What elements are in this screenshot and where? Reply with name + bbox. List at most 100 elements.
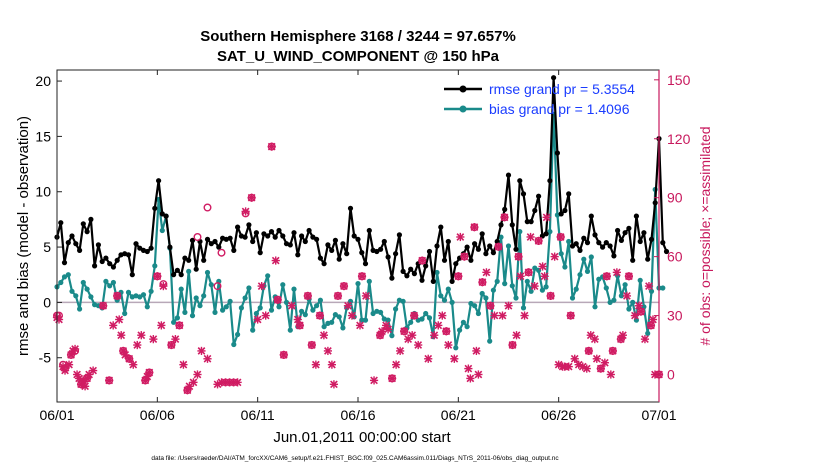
bias-point <box>265 273 271 279</box>
bias-point <box>378 309 384 315</box>
obs-assimilated-marker <box>454 272 463 281</box>
obs-assimilated-marker <box>159 281 168 291</box>
bias-point <box>283 299 290 305</box>
bias-point <box>299 308 305 314</box>
bias-point <box>453 345 459 351</box>
rmse-point <box>633 213 640 219</box>
bias-point <box>189 313 196 319</box>
rmse-point <box>133 241 139 247</box>
rmse-point <box>509 222 515 228</box>
bias-point <box>103 278 109 284</box>
obs-assimilated-marker <box>247 193 256 202</box>
obs-possible-marker <box>217 248 226 257</box>
bias-point <box>460 319 466 325</box>
bias-point <box>242 295 248 301</box>
obs-assimilated-marker <box>538 262 547 271</box>
obs-assimilated-marker <box>125 354 134 363</box>
bias-point <box>569 295 576 301</box>
plot-area <box>57 70 659 402</box>
obs-assimilated-marker <box>526 232 535 242</box>
bias-point <box>393 306 399 312</box>
obs-assimilated-marker <box>355 321 365 330</box>
bias-point <box>588 254 594 260</box>
rmse-point <box>193 266 199 272</box>
rmse-point <box>182 255 188 261</box>
y2-tick-label: 90 <box>667 190 683 206</box>
bias-point <box>449 299 455 305</box>
obs-possible-marker <box>203 203 212 212</box>
bias-point <box>220 307 226 313</box>
rmse-point <box>411 271 417 277</box>
bias-point <box>490 287 496 293</box>
rmse-point <box>110 264 116 270</box>
obs-assimilated-marker <box>333 291 343 301</box>
rmse-point <box>396 232 402 238</box>
obs-assimilated-marker <box>60 366 70 375</box>
bias-point <box>268 307 275 313</box>
rmse-point <box>547 178 553 184</box>
rmse-point <box>95 242 101 248</box>
obs-assimilated-marker <box>64 360 74 369</box>
obs-assimilated-marker <box>590 335 599 344</box>
obs-assimilated-marker <box>271 256 280 265</box>
rmse-point <box>163 213 169 219</box>
y-tick-label: 20 <box>35 73 51 89</box>
rmse-point <box>490 250 496 256</box>
bias-point <box>423 310 429 317</box>
obs-assimilated-marker <box>478 278 487 287</box>
bias-point <box>487 338 493 344</box>
bias-point <box>362 317 369 323</box>
obs-assimilated-marker <box>570 354 579 363</box>
rmse-point <box>231 247 237 253</box>
rmse-point <box>611 253 617 259</box>
obs-assimilated-marker <box>636 307 646 316</box>
obs-assimilated-marker <box>129 360 138 369</box>
bias-point <box>596 276 602 282</box>
y-axis-label: rmse and bias (model - observation) <box>15 116 32 356</box>
rmse-point <box>77 247 83 253</box>
bias-point <box>152 263 158 269</box>
bias-point <box>110 279 116 286</box>
rmse-point <box>178 272 184 278</box>
rmse-point <box>152 205 158 211</box>
bias-point <box>385 317 391 323</box>
rmse-point <box>423 263 429 269</box>
rmse-point <box>449 278 455 284</box>
obs-assimilated-marker <box>474 370 483 379</box>
obs-assimilated-marker <box>323 346 332 356</box>
obs-assimilated-marker <box>520 311 529 320</box>
rmse-point <box>505 172 512 178</box>
rmse-point <box>479 231 485 237</box>
rmse-point <box>400 268 406 274</box>
y2-tick-label: 0 <box>667 366 675 382</box>
rmse-point <box>306 227 312 234</box>
bias-point <box>310 307 316 313</box>
bias-point <box>528 288 534 294</box>
bias-point <box>408 319 414 325</box>
bias-point <box>566 238 572 245</box>
y2-tick-label: 30 <box>667 308 683 324</box>
bias-point <box>140 292 147 298</box>
obs-assimilated-marker <box>622 291 631 301</box>
bias-point <box>280 282 286 288</box>
bias-point <box>107 283 113 289</box>
obs-assimilated-marker <box>470 223 479 232</box>
obs-assimilated-marker <box>203 354 212 363</box>
rmse-point <box>99 258 105 265</box>
obs-assimilated-marker <box>418 256 427 265</box>
rmse-point <box>174 267 180 273</box>
rmse-point <box>69 233 75 239</box>
rmse-point <box>156 178 162 184</box>
obs-assimilated-marker <box>534 236 543 246</box>
bias-point <box>400 298 406 304</box>
obs-assimilated-marker <box>466 374 475 383</box>
obs-assimilated-marker <box>257 281 266 291</box>
bias-point <box>159 227 165 234</box>
bias-point <box>69 288 75 294</box>
obs-assimilated-marker <box>54 315 64 324</box>
bias-point <box>197 303 203 309</box>
bias-point <box>122 310 128 317</box>
obs-assimilated-marker <box>307 340 316 350</box>
obs-assimilated-marker <box>630 311 640 320</box>
rmse-point <box>265 233 271 239</box>
